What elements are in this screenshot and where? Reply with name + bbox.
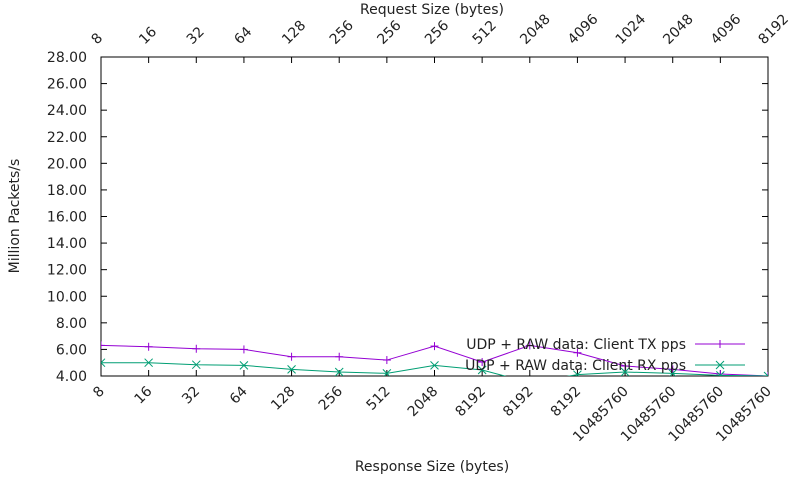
data-point [716,370,725,376]
bottom-tick-labels: 8 16 32 64 128 256 512 2048 8192 8192 819210485760… [90,383,775,445]
plot-frame [100,56,769,377]
x-tick-label: 512 [363,384,393,414]
y-tick-label: 24.00 [47,103,87,119]
x-tick-label: 256 [316,383,346,413]
data-point [621,362,630,371]
x-tick-label: 64 [227,383,251,407]
data-point [573,370,582,376]
data-point [620,367,630,376]
legend-marker [716,340,724,348]
data-point [144,358,153,368]
data-point [101,358,106,368]
x2-tick-label: 32 [184,24,208,48]
y-tick-label: 22.00 [47,130,87,146]
y-tick-label: 14.00 [47,236,87,252]
x2-tick-label: 1024 [613,11,650,48]
y-tick-labels: 4.00 6.00 8.00 10.00 12.00 14.00 16.00 18.00 20.… [47,50,87,385]
legend-label: UDP + RAW data: Client RX pps [465,358,686,374]
y-tick-label: 20.00 [47,156,87,172]
data-point [477,365,487,375]
y-tick-label: 26.00 [47,77,87,93]
legend: UDP + RAW data: Client TX pps UDP + RAW d… [465,337,745,374]
x2-tick-label: 2048 [517,11,554,48]
data-point [716,370,725,376]
x-tick-label: 16 [132,383,156,407]
data-point [287,352,296,361]
data-point [430,361,439,370]
data-point [430,342,439,351]
x-tick-label: 8 [90,384,108,402]
data-point [239,345,248,354]
x2-axis-title: Request Size (bytes) [360,2,504,18]
x2-tick-label: 8192 [756,11,793,48]
x2-tick-label: 512 [470,18,500,48]
y-tick-label: 10.00 [47,289,87,305]
plot-area [100,56,769,377]
data-point [287,365,296,374]
x-tick-label: 8192 [452,384,489,421]
data-point [668,365,677,374]
series-2 [101,358,768,376]
y-tick-label: 28.00 [47,50,87,66]
x2-tick-label: 256 [422,18,452,48]
data-point [763,371,768,376]
data-point [668,368,678,376]
x2-tick-label: 256 [374,18,404,48]
data-point [101,341,105,350]
y-tick-label: 16.00 [47,210,87,226]
y-tick-label: 6.00 [56,342,87,358]
x-tick-label: 32 [179,384,203,408]
x-tick-label: 8192 [500,384,537,421]
data-point [335,352,344,361]
x-axis-title: Response Size (bytes) [355,459,509,475]
x2-tick-label: 256 [327,18,357,48]
x2-tick-label: 128 [279,18,309,48]
legend-marker [715,360,725,370]
x-tick-label: 8192 [548,384,585,421]
data-point [382,356,391,365]
data-point [191,360,201,370]
y-tick-label: 12.00 [47,263,87,279]
data-point [478,358,487,367]
x2-tick-label: 8 [89,30,107,48]
x2-tick-label: 64 [231,24,255,48]
x2-tick-label: 4096 [565,11,602,48]
data-point [239,361,249,370]
x2-tick-label: 2048 [660,11,697,48]
y-tick-label: 8.00 [56,316,87,332]
y-tick-label: 4.00 [56,369,87,385]
x2-tick-label: 4096 [708,11,745,48]
series-1 [101,341,768,376]
x-tick-label: 128 [268,384,298,414]
y-tick-label: 18.00 [47,183,87,199]
data-point [144,342,153,351]
y-axis-title: Million Packets/s [7,159,23,274]
x-tick-label: 2048 [405,384,442,421]
data-point [382,368,392,376]
data-point [573,348,582,357]
data-point [192,344,201,353]
data-point [334,367,344,376]
data-point [525,341,534,350]
x2-tick-label: 16 [136,24,160,48]
legend-label: UDP + RAW data: Client TX pps [466,337,686,353]
